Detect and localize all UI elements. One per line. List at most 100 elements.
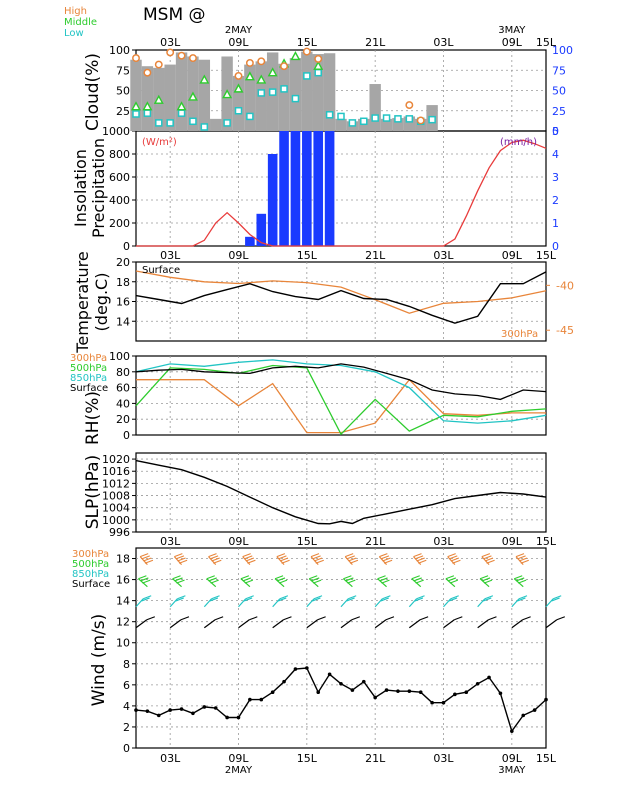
wind-barb-flag-0-7-2 xyxy=(382,557,391,562)
cloud-high-point-13 xyxy=(416,116,425,125)
wind-barb-flag-3-0-0 xyxy=(146,616,155,621)
slp-hour-label-3: 21L xyxy=(365,535,386,548)
y-tick-label-slp-1: 1000 xyxy=(102,514,130,527)
wind-barb-flag-2-7-0 xyxy=(382,595,391,600)
y-tick-label-rh-4: 80 xyxy=(116,366,130,379)
bottom-hour-label-0: 03L xyxy=(160,752,181,765)
wind-barb-flag-1-10-2 xyxy=(483,579,493,584)
cloud-legend-2: Low xyxy=(64,28,84,39)
cloud-low-point-12 xyxy=(280,85,288,93)
wind-barb-flag-0-0-0 xyxy=(139,553,149,558)
wind-barb-flag-0-2-2 xyxy=(211,557,220,562)
y-tick-label-insolation-3: 600 xyxy=(109,171,130,184)
wind-barb-staff-2-10 xyxy=(477,598,486,608)
wind-barb-flag-1-9-1 xyxy=(447,577,457,582)
wind-barb-staff-3-8 xyxy=(408,619,421,629)
top-hour-label-4: 03L xyxy=(433,36,454,49)
wind-barb-staff-3-4 xyxy=(272,619,284,629)
cloud-total-bar-23 xyxy=(392,118,404,131)
slp-hour-label-5: 09L xyxy=(502,535,523,548)
cloud-low-point-23 xyxy=(405,115,414,123)
chart-title: MSM @ xyxy=(143,5,206,25)
top-hour-label-2: 15L xyxy=(297,36,318,49)
top-date-label-0: 2MAY xyxy=(225,25,253,36)
wind-barb-flag-0-10-1 xyxy=(483,555,492,560)
wind-barb-flag-1-1-1 xyxy=(174,577,183,582)
temperature-300hpa-line xyxy=(135,270,547,314)
wind-barb-staff-2-5 xyxy=(306,598,315,608)
wind-barb-flag-0-2-1 xyxy=(209,555,219,560)
wind-surface-point-12 xyxy=(270,690,275,695)
cloud-high-point-10 xyxy=(302,47,311,56)
precip-bar-2 xyxy=(267,154,278,246)
wind-surface-point-17 xyxy=(327,672,332,677)
wind-barb-flag-1-1-2 xyxy=(176,579,185,584)
y-tick-label-rh-0: 0 xyxy=(123,429,130,442)
cloud-high-point-11 xyxy=(314,54,323,63)
wind-barb-flag-2-9-0 xyxy=(450,595,459,600)
mid-hour-label-5: 09L xyxy=(502,249,523,262)
cloud-middle-point-10 xyxy=(267,67,278,77)
wind-surface-point-2 xyxy=(156,713,161,718)
top-hour-label-6: 15L xyxy=(536,36,557,49)
wind-barb-flag-1-8-0 xyxy=(411,575,420,580)
wind-barb-flag-1-10-1 xyxy=(481,577,491,582)
wind-barb-flag-3-11-0 xyxy=(522,616,531,621)
cloud-middle-point-9 xyxy=(256,74,267,84)
wind-barb-flag-0-4-0 xyxy=(276,553,286,558)
rh-legend-3: Surface xyxy=(70,383,108,394)
cloud-low-point-25 xyxy=(428,115,436,124)
wind-barb-flag-2-0-0 xyxy=(143,595,152,600)
wind-barb-flag-0-9-0 xyxy=(447,553,456,558)
wind-barb-flag-3-6-0 xyxy=(351,616,360,621)
wind-surface-point-27 xyxy=(441,700,446,705)
cloud-middle-point-13 xyxy=(313,60,324,70)
precip-bar-7 xyxy=(324,131,335,246)
wind-barb-staff-2-1 xyxy=(169,598,178,608)
wind-barb-flag-3-3-0 xyxy=(249,616,258,621)
wind-surface-point-32 xyxy=(498,691,503,696)
insolation-right-tick-5: 5 xyxy=(552,125,559,138)
cloud-middle-point-3 xyxy=(176,101,187,111)
wind-barb-flag-0-3-1 xyxy=(244,555,253,560)
wind-barb-flag-1-10-0 xyxy=(479,575,489,580)
wind-legend-3: Surface xyxy=(72,579,110,590)
cloud-low-point-17 xyxy=(337,112,345,121)
cloud-total-bar-6 xyxy=(198,59,211,131)
wind-barb-flag-0-9-1 xyxy=(449,555,458,560)
rh-line-0 xyxy=(136,378,546,434)
bottom-date-label-0: 2MAY xyxy=(225,765,253,776)
wind-barb-staff-2-11 xyxy=(511,598,520,608)
wind-barb-staff-2-4 xyxy=(272,598,281,608)
cloud-low-point-5 xyxy=(189,117,197,126)
cloud-total-bar-7 xyxy=(210,118,222,131)
insolation-right-tick-2: 2 xyxy=(552,194,559,207)
wind-barb-flag-1-3-1 xyxy=(242,577,252,582)
wind-barb-flag-3-7-0 xyxy=(385,616,395,621)
wind-barb-flag-1-8-1 xyxy=(413,577,422,582)
wind-surface-point-22 xyxy=(384,688,389,692)
temperature-ylabel: Temperature xyxy=(73,251,92,353)
wind-surface-point-18 xyxy=(339,681,343,686)
wind-barb-flag-1-0-2 xyxy=(142,579,151,584)
cloud-low-point-1 xyxy=(143,109,152,117)
wind-barb-flag-1-6-2 xyxy=(347,579,356,584)
cloud-total-bar-18 xyxy=(335,118,347,131)
wind-barb-flag-2-8-0 xyxy=(416,595,425,600)
cloud-low-point-9 xyxy=(246,112,254,121)
rh-ylabel: RH(%) xyxy=(83,391,103,445)
wind-barb-flag-0-11-0 xyxy=(515,553,525,558)
cloud-high-point-6 xyxy=(234,71,243,80)
precip-bar-6 xyxy=(313,131,324,246)
y-tick-label-wind-3: 6 xyxy=(123,679,130,692)
wind-surface-point-26 xyxy=(430,700,434,705)
wind-barb-flag-1-5-2 xyxy=(312,579,322,584)
cloud-high-point-0 xyxy=(132,54,140,63)
y-tick-label-rh-5: 100 xyxy=(109,350,130,363)
mid-hour-label-3: 21L xyxy=(365,249,386,262)
wind-surface-point-1 xyxy=(145,709,150,713)
wind-barb-flag-2-12-0 xyxy=(553,595,562,600)
wind-legend-2: 850hPa xyxy=(72,569,109,580)
wind-barb-flag-2-11-0 xyxy=(518,595,528,600)
